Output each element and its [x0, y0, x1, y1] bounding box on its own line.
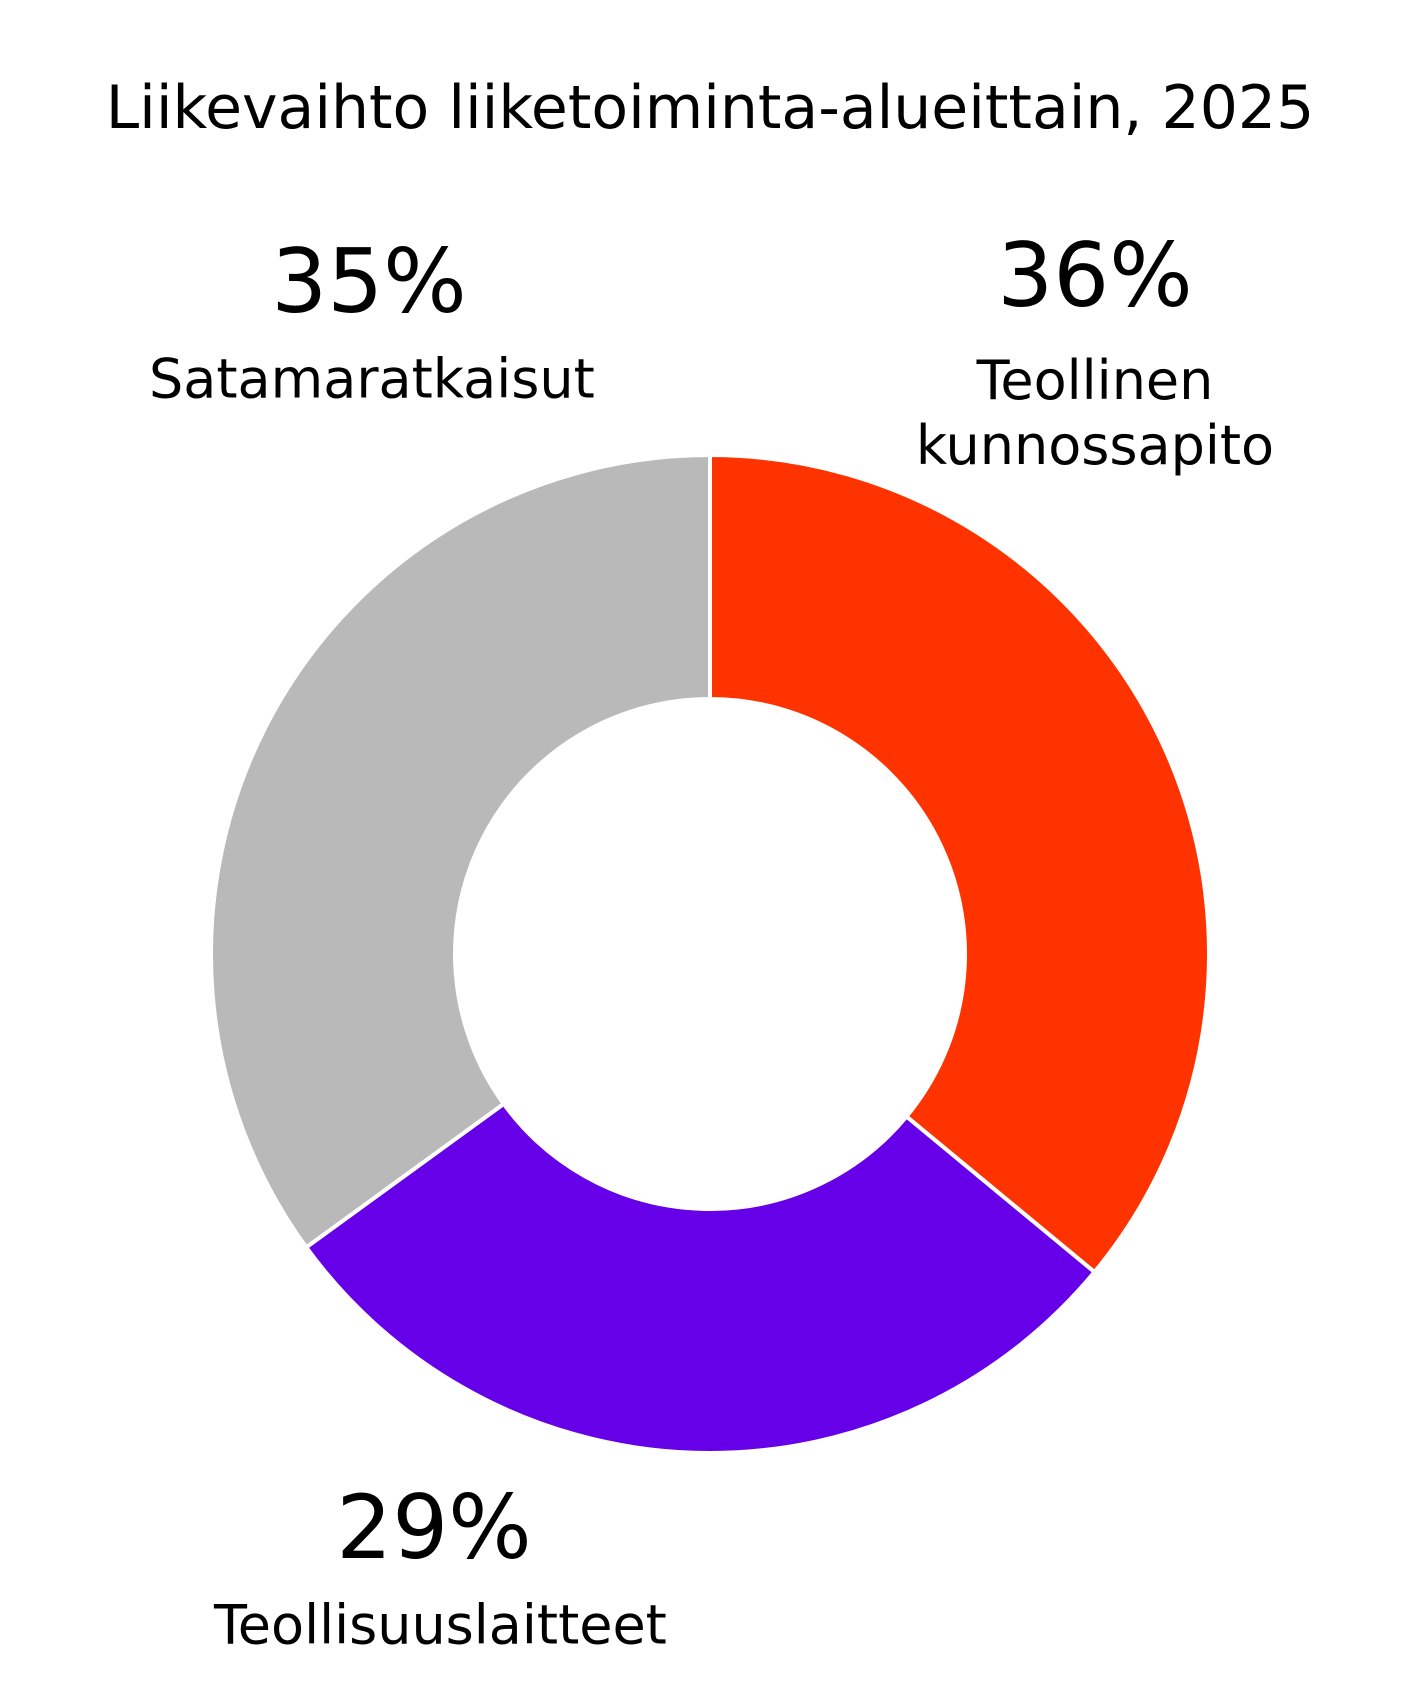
value-label: 36%: [997, 224, 1193, 328]
donut-segment: [209, 452, 712, 1251]
value-label: 35%: [271, 230, 467, 334]
category-label: Teollinen kunnossapito: [915, 349, 1275, 477]
value-label: 29%: [336, 1476, 532, 1580]
category-label: Teollisuuslaitteet: [214, 1593, 667, 1657]
donut-segment: [303, 1101, 1098, 1455]
chart-title: Liikevaihto liiketoiminta-alueittain, 20…: [105, 73, 1315, 143]
donut-segment: [708, 452, 1211, 1275]
category-label: Satamaratkaisut: [149, 347, 595, 411]
